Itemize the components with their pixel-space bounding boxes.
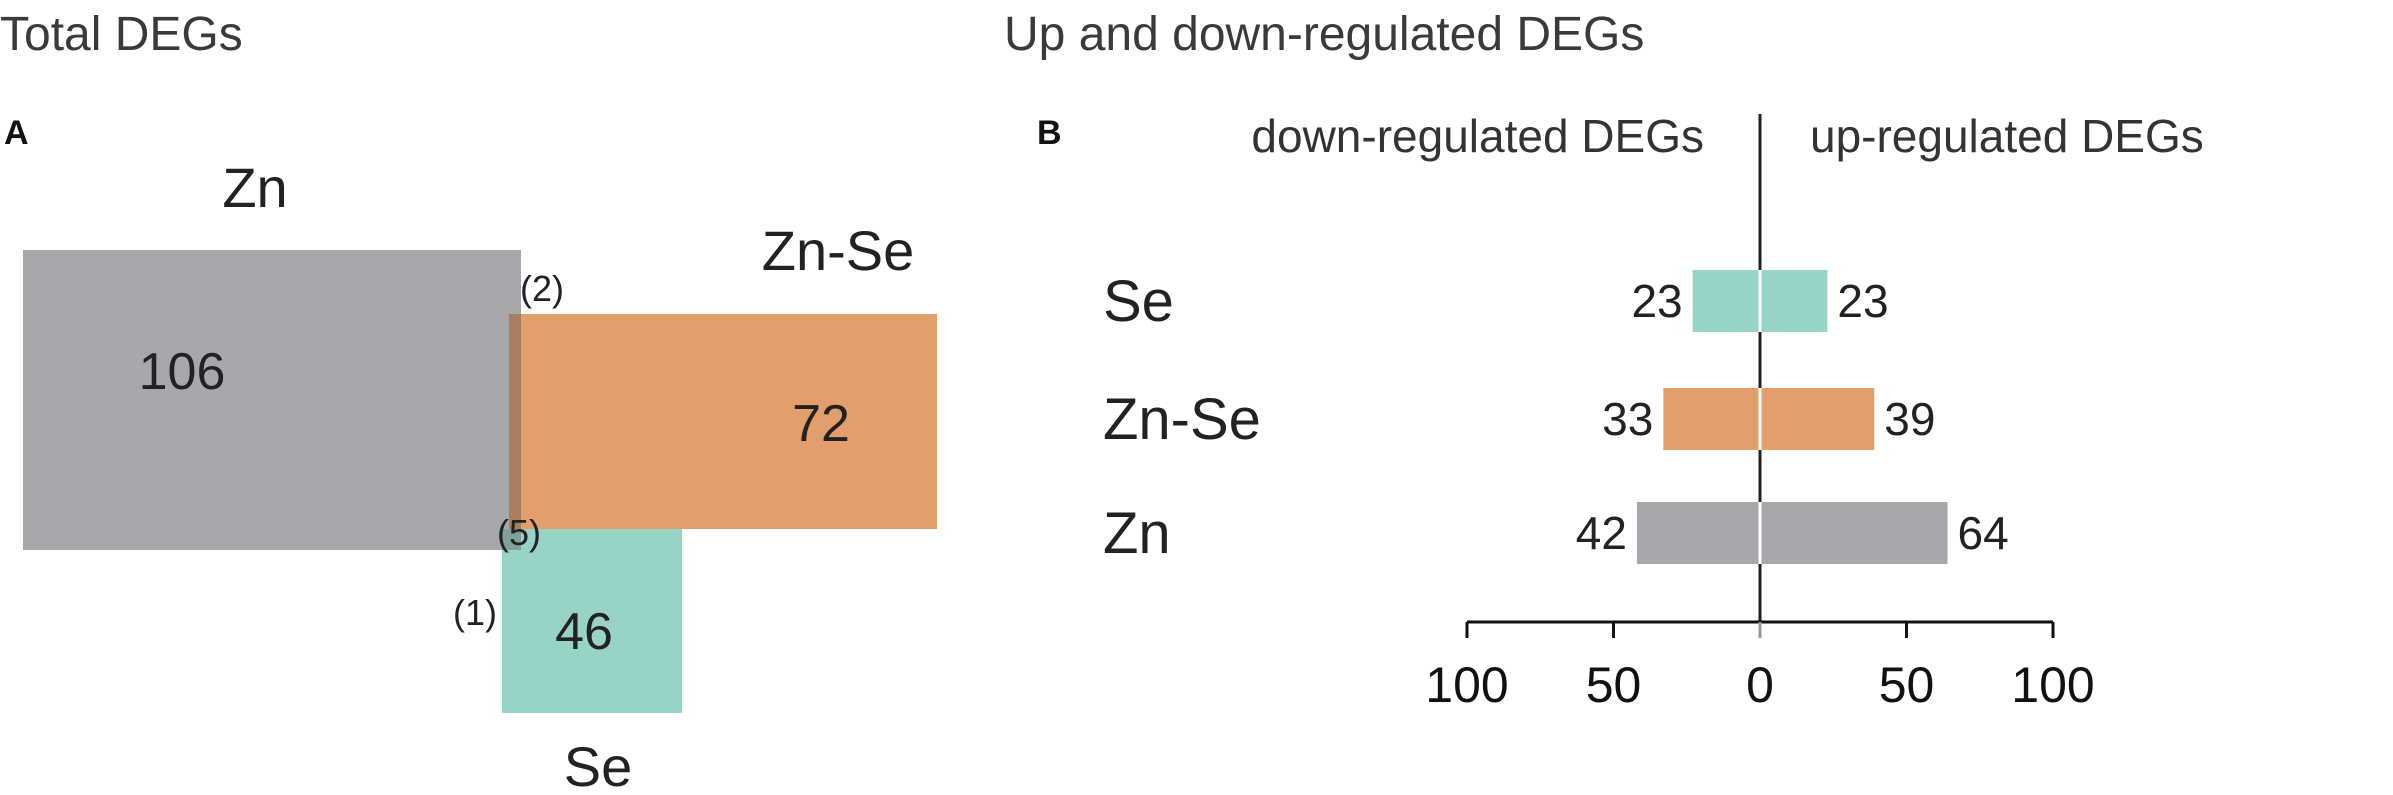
znse-count: 72 <box>792 395 850 453</box>
row-label-se: Se <box>1103 269 1174 334</box>
bar-down-zn <box>1636 502 1760 564</box>
panel-b-title: Up and down-regulated DEGs <box>1004 8 1644 61</box>
x-tick-label: 50 <box>1586 657 1642 713</box>
se-set-rect <box>502 529 682 713</box>
se-count: 46 <box>555 603 613 661</box>
x-tick-label: 50 <box>1879 657 1935 713</box>
panel-a-title: Total DEGs <box>0 8 243 61</box>
znse-se-overlap-label: (1) <box>453 592 497 633</box>
value-label-up-zn: 64 <box>1958 507 2009 559</box>
triple-overlap-label: (5) <box>497 512 541 553</box>
down-regulated-header: down-regulated DEGs <box>1251 110 1704 162</box>
panel-b: Up and down-regulated DEGs B down-regula… <box>1004 8 2204 713</box>
x-tick-label: 0 <box>1746 657 1774 713</box>
value-label-up-znse: 39 <box>1884 393 1935 445</box>
up-regulated-header: up-regulated DEGs <box>1810 110 2204 162</box>
zn-znse-overlap-strip <box>509 314 521 550</box>
three-way-overlap-patch <box>502 529 521 550</box>
x-tick-label: 100 <box>2011 657 2094 713</box>
bar-up-se <box>1760 270 1828 332</box>
znse-set-rect <box>509 314 937 529</box>
bar-down-znse <box>1663 388 1760 450</box>
zn-set-rect <box>23 250 521 550</box>
se-set-label: Se <box>564 735 633 795</box>
value-label-down-znse: 33 <box>1602 393 1653 445</box>
value-label-down-zn: 42 <box>1576 507 1627 559</box>
bar-up-zn <box>1760 502 1948 564</box>
zn-count: 106 <box>139 343 226 401</box>
znse-set-label: Zn-Se <box>762 219 915 282</box>
panel-b-letter: B <box>1037 114 1062 152</box>
bar-up-znse <box>1760 388 1875 450</box>
zn-znse-overlap-label: (2) <box>520 268 564 309</box>
bars-layer: Se 23 23 Zn-Se 33 39 Zn 42 64 <box>1103 114 2009 622</box>
x-tick-label: 100 <box>1425 657 1508 713</box>
panel-a-letter: A <box>4 114 29 152</box>
zn-set-label: Zn <box>222 156 287 219</box>
row-label-znse: Zn-Se <box>1103 387 1261 452</box>
panel-a: Total DEGs A Zn Zn-Se Se 106 72 46 (2) (… <box>0 8 937 795</box>
value-label-down-se: 23 <box>1631 275 1682 327</box>
bar-down-se <box>1692 270 1760 332</box>
value-label-up-se: 23 <box>1837 275 1888 327</box>
row-label-zn: Zn <box>1103 501 1171 566</box>
x-axis: 100 50 0 50 100 <box>1425 620 2095 713</box>
